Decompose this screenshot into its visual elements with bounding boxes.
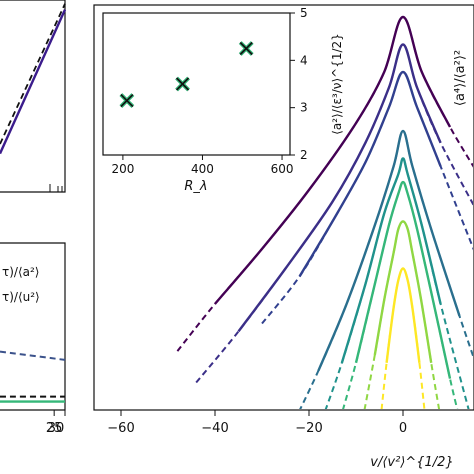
inset-y-tick-label: 2 xyxy=(300,148,308,162)
main-series-line-1 xyxy=(237,43,442,333)
main-fit-line-5 xyxy=(342,181,459,409)
left-top-series-1 xyxy=(0,3,66,145)
main-fit-line-2 xyxy=(261,70,473,325)
inset-points xyxy=(119,41,254,108)
left-bottom-x-tick-label: 25 xyxy=(46,421,63,436)
legend-entry-u2: τ)/⟨u²⟩ xyxy=(2,290,40,304)
inset-x-tick-label: 600 xyxy=(271,162,294,176)
main-y-axis-label: ⟨a⁴⟩/⟨a²⟩² xyxy=(453,50,468,106)
inset-x-tick-label: 200 xyxy=(111,162,134,176)
left-bottom-x-tick-label: 30 xyxy=(48,421,65,436)
inset-point-marker xyxy=(119,93,135,108)
main-fit-line-4 xyxy=(324,157,470,409)
inset-x-tick-label: 400 xyxy=(191,162,214,176)
main-series-line-0 xyxy=(214,15,452,305)
left-bottom-panel-frame xyxy=(0,242,66,411)
inset-y-tick-label: 3 xyxy=(300,101,308,115)
inset-ticks: 200 400 600 2 3 4 5 xyxy=(111,6,307,176)
legend-entry-a2: τ)/⟨a²⟩ xyxy=(2,265,39,279)
inset-y-tick-label: 4 xyxy=(300,53,308,67)
main-x-axis-label: v/⟨v²⟩^{1/2} xyxy=(370,455,453,470)
main-fit-line-3 xyxy=(299,129,473,409)
inset-frame xyxy=(102,12,291,156)
main-x-tick-label: −40 xyxy=(201,421,228,436)
main-series-line-6 xyxy=(373,220,433,363)
main-series-line-4 xyxy=(340,157,442,364)
inset-point-marker xyxy=(175,76,190,92)
left-bottom-series-0 xyxy=(0,350,66,361)
inset-point-marker xyxy=(238,41,254,56)
inset-y-tick-label: 5 xyxy=(300,6,308,20)
main-x-tick-label: −60 xyxy=(107,421,134,436)
main-series-group xyxy=(176,15,473,409)
left-top-ticks xyxy=(49,184,63,192)
main-panel-frame xyxy=(93,4,474,411)
left-top-series-0 xyxy=(0,9,67,155)
left-top-panel xyxy=(0,0,67,193)
main-series-line-5 xyxy=(354,180,452,379)
left-bottom-series-group xyxy=(0,350,66,403)
inset-panel: 200 400 600 2 3 4 5 R_λ ⟨a²⟩/⟨ε³/ν⟩^{1/2} xyxy=(102,6,344,194)
main-series-line-2 xyxy=(298,70,442,278)
inset-y-axis-label: ⟨a²⟩/⟨ε³/ν⟩^{1/2} xyxy=(330,33,344,135)
main-panel: −60 −40 −20 0 v/⟨v²⟩^{1/2} ⟨a⁴⟩/⟨a²⟩² xyxy=(93,4,474,470)
main-series-line-3 xyxy=(317,129,461,372)
left-top-series-group xyxy=(0,3,67,155)
main-series-line-7 xyxy=(385,267,421,363)
left-top-panel-frame xyxy=(0,0,66,193)
main-x-ticks: −60 −40 −20 0 xyxy=(107,410,407,436)
main-x-tick-label: −20 xyxy=(295,421,322,436)
main-x-tick-label: 0 xyxy=(399,421,407,436)
inset-x-axis-label: R_λ xyxy=(184,179,207,194)
